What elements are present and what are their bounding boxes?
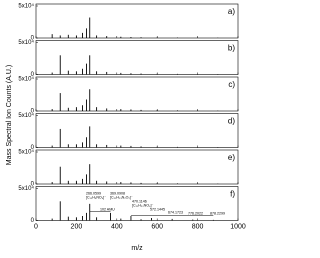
y-tick-label: 0	[31, 182, 35, 188]
y-tick-label: 0	[31, 218, 35, 224]
panel-label: d)	[228, 117, 235, 126]
y-tick-label: 5x10⁴	[18, 112, 34, 119]
panel-label: e)	[228, 153, 235, 162]
y-tick-label: 0	[31, 109, 35, 115]
x-axis-label: m/z	[131, 245, 143, 252]
x-tick-label: 600	[151, 223, 163, 230]
annotation: 674.1723	[168, 210, 183, 214]
y-axis-label: Mass Spectral Ion Counts (A.U.)	[6, 65, 13, 165]
y-tick-label: 0	[31, 145, 35, 151]
y-tick-label: 0	[31, 72, 35, 78]
panel-label: c)	[228, 80, 235, 89]
annotation: 266.0599	[86, 191, 101, 195]
annotation: 102 AMU	[100, 207, 115, 211]
panel-label: f)	[230, 190, 235, 199]
panel-frame	[35, 40, 239, 75]
annotation: 776.2022	[188, 211, 203, 215]
x-tick-label: 1000	[230, 223, 246, 230]
x-tick-label: 200	[71, 223, 83, 230]
x-tick-label: 800	[192, 223, 204, 230]
x-tick-label: 400	[111, 223, 123, 230]
panel-frame	[35, 3, 239, 39]
y-tick-label: 5x10⁴	[18, 76, 34, 83]
annotation: 878.2299	[210, 211, 225, 215]
annotation: 470.1146	[132, 199, 147, 203]
panel-label: a)	[228, 7, 235, 16]
annotation: 369.0908	[110, 191, 125, 195]
y-tick-label: 5x10⁴	[18, 149, 34, 156]
y-tick-label: 5x10⁴	[18, 185, 34, 192]
annotation: [C₁₅H₈NO₄]⁻	[86, 195, 106, 199]
panel-frame	[35, 186, 239, 221]
x-tick-label: 0	[34, 223, 38, 230]
annotation: 572.1445	[150, 207, 165, 211]
panel-frame	[35, 113, 239, 148]
y-tick-label: 5x10⁴	[18, 39, 34, 46]
annotation: [C₂₁H₂₀NO₆]⁻	[132, 203, 154, 207]
panel-label: b)	[228, 44, 235, 53]
panel-frame	[35, 149, 239, 185]
y-tick-label: 5x10⁴	[18, 3, 34, 10]
y-tick-label: 0	[31, 36, 35, 42]
chart: Mass Spectral Ion Counts (A.U.) m/z 05x1…	[6, 3, 246, 252]
panel-frame	[35, 76, 239, 112]
annotation: [C₂₂H₁₃N₂O₂]⁻	[110, 195, 133, 199]
